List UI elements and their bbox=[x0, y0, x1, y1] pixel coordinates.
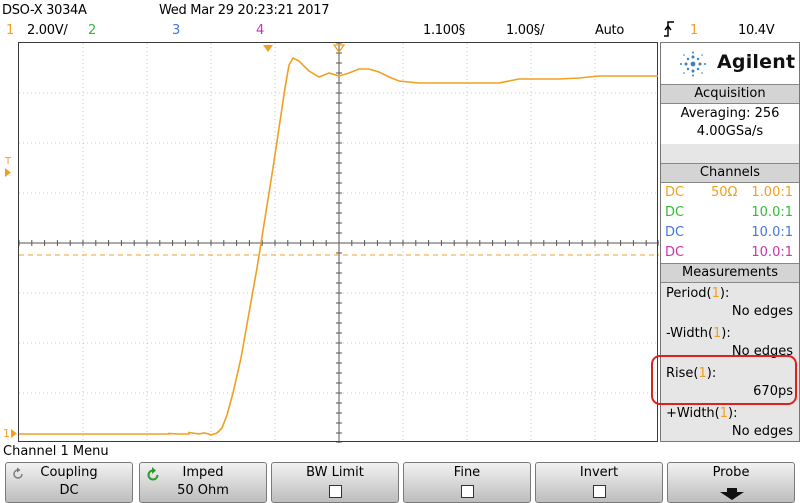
invert-softkey[interactable]: Invert bbox=[535, 462, 663, 503]
impedance-softkey[interactable]: Imped 50 Ohm bbox=[139, 462, 267, 503]
trigger-position-marker bbox=[263, 45, 273, 52]
measurements-section: Period(1): No edges -Width(1): No edges … bbox=[661, 283, 799, 441]
brand-logo: Agilent bbox=[661, 43, 799, 85]
measurement-value: No edges bbox=[731, 304, 793, 319]
fine-checkbox[interactable] bbox=[461, 485, 474, 498]
softkey-value: 50 Ohm bbox=[177, 483, 229, 498]
channel-probe: 10.0:1 bbox=[751, 205, 793, 220]
softkey-label: Probe bbox=[712, 465, 750, 480]
channel-row: DC 10.0:1 bbox=[661, 243, 799, 263]
measurement-period[interactable]: Period(1): No edges bbox=[666, 286, 793, 319]
channel-coupling: DC bbox=[665, 225, 685, 240]
measurement-rise-time[interactable]: Rise(1): 670ps bbox=[666, 366, 793, 399]
trigger-source[interactable]: 1 bbox=[690, 23, 698, 38]
cycle-icon bbox=[11, 467, 25, 485]
coupling-softkey[interactable]: Coupling DC bbox=[5, 462, 133, 503]
measurement-source: 1 bbox=[698, 366, 707, 381]
trigger-level[interactable]: 10.4V bbox=[738, 23, 775, 38]
softkey-label: Fine bbox=[453, 465, 481, 480]
trigger-level-marker: T bbox=[5, 156, 12, 167]
channel-coupling: DC bbox=[665, 205, 685, 220]
channel-probe: 1.00:1 bbox=[751, 185, 793, 200]
invert-checkbox[interactable] bbox=[593, 485, 606, 498]
measurement-label: +Width bbox=[666, 406, 715, 421]
measurement-label: Period bbox=[666, 286, 707, 301]
softkey-bar: Coupling DC Imped 50 Ohm BW Limit Fine I… bbox=[0, 462, 800, 503]
channel-impedance: 50Ω bbox=[711, 185, 738, 200]
ch1-waveform bbox=[19, 56, 658, 436]
ch1-scale[interactable]: 2.00V/ bbox=[27, 23, 68, 38]
measurement-source: 1 bbox=[719, 406, 729, 421]
measurement-neg-width[interactable]: -Width(1): No edges bbox=[666, 326, 793, 359]
channel-coupling: DC bbox=[665, 185, 685, 200]
measurement-value: 670ps bbox=[753, 384, 793, 399]
time-reference-marker bbox=[332, 44, 346, 54]
date-time: Wed Mar 29 20:23:21 2017 bbox=[159, 3, 330, 18]
trigger-mode[interactable]: Auto bbox=[595, 23, 624, 38]
cycle-icon bbox=[145, 467, 161, 487]
trigger-edge-icon bbox=[663, 20, 675, 43]
softkey-label: BW Limit bbox=[306, 465, 364, 480]
model-name: DSO-X 3034A bbox=[2, 3, 87, 18]
ch2-indicator[interactable]: 2 bbox=[88, 23, 96, 38]
acquisition-mode: Averaging: 256 bbox=[680, 106, 780, 121]
measurement-pos-width[interactable]: +Width(1): No edges bbox=[666, 406, 793, 439]
measurement-value: No edges bbox=[731, 424, 793, 439]
graticule bbox=[19, 43, 659, 443]
sample-rate: 4.00GSa/s bbox=[696, 124, 764, 139]
channels-header: Channels bbox=[661, 163, 799, 183]
agilent-spark-icon bbox=[680, 51, 706, 77]
bw-limit-softkey[interactable]: BW Limit bbox=[271, 462, 399, 503]
channel-coupling: DC bbox=[665, 245, 685, 260]
probe-softkey[interactable]: Probe bbox=[667, 462, 795, 503]
waveform-display[interactable]: T 1 bbox=[3, 42, 659, 443]
measurement-source: 1 bbox=[713, 326, 722, 341]
softkey-label: Imped bbox=[182, 465, 224, 480]
measurement-source: 1 bbox=[711, 286, 720, 301]
status-bar: DSO-X 3034A Wed Mar 29 20:23:21 2017 1 2… bbox=[0, 0, 800, 42]
channel-row: DC 10.0:1 bbox=[661, 203, 799, 223]
info-panel: Agilent Acquisition Averaging: 256 4.00G… bbox=[660, 42, 800, 442]
channels-section: DC 50Ω 1.00:1 DC 10.0:1 DC 10.0:1 DC 10.… bbox=[661, 183, 799, 263]
fine-softkey[interactable]: Fine bbox=[403, 462, 531, 503]
ch3-indicator[interactable]: 3 bbox=[172, 23, 180, 38]
channel-probe: 10.0:1 bbox=[751, 225, 793, 240]
menu-title: Channel 1 Menu bbox=[3, 444, 109, 459]
submenu-arrow-icon bbox=[717, 488, 747, 503]
channel-row: DC 50Ω 1.00:1 bbox=[661, 183, 799, 203]
time-position[interactable]: 1.100§ bbox=[423, 23, 465, 38]
measurement-value: No edges bbox=[731, 344, 793, 359]
ch1-ground-marker: 1 bbox=[3, 427, 10, 440]
channel-row: DC 10.0:1 bbox=[661, 223, 799, 243]
channel-probe: 10.0:1 bbox=[751, 245, 793, 260]
bw-limit-checkbox[interactable] bbox=[329, 485, 342, 498]
ch4-indicator[interactable]: 4 bbox=[256, 23, 264, 38]
softkey-label: Coupling bbox=[40, 465, 98, 480]
measurement-label: -Width bbox=[666, 326, 708, 341]
acquisition-section: Averaging: 256 4.00GSa/s bbox=[661, 104, 799, 144]
brand-name: Agilent bbox=[717, 51, 796, 73]
acquisition-header: Acquisition bbox=[661, 84, 799, 104]
measurement-label: Rise bbox=[666, 366, 694, 381]
measurements-header: Measurements bbox=[661, 263, 799, 283]
ch1-indicator[interactable]: 1 bbox=[6, 23, 14, 38]
time-scale[interactable]: 1.00§/ bbox=[506, 23, 545, 38]
softkey-label: Invert bbox=[579, 465, 619, 480]
softkey-value: DC bbox=[59, 483, 79, 498]
